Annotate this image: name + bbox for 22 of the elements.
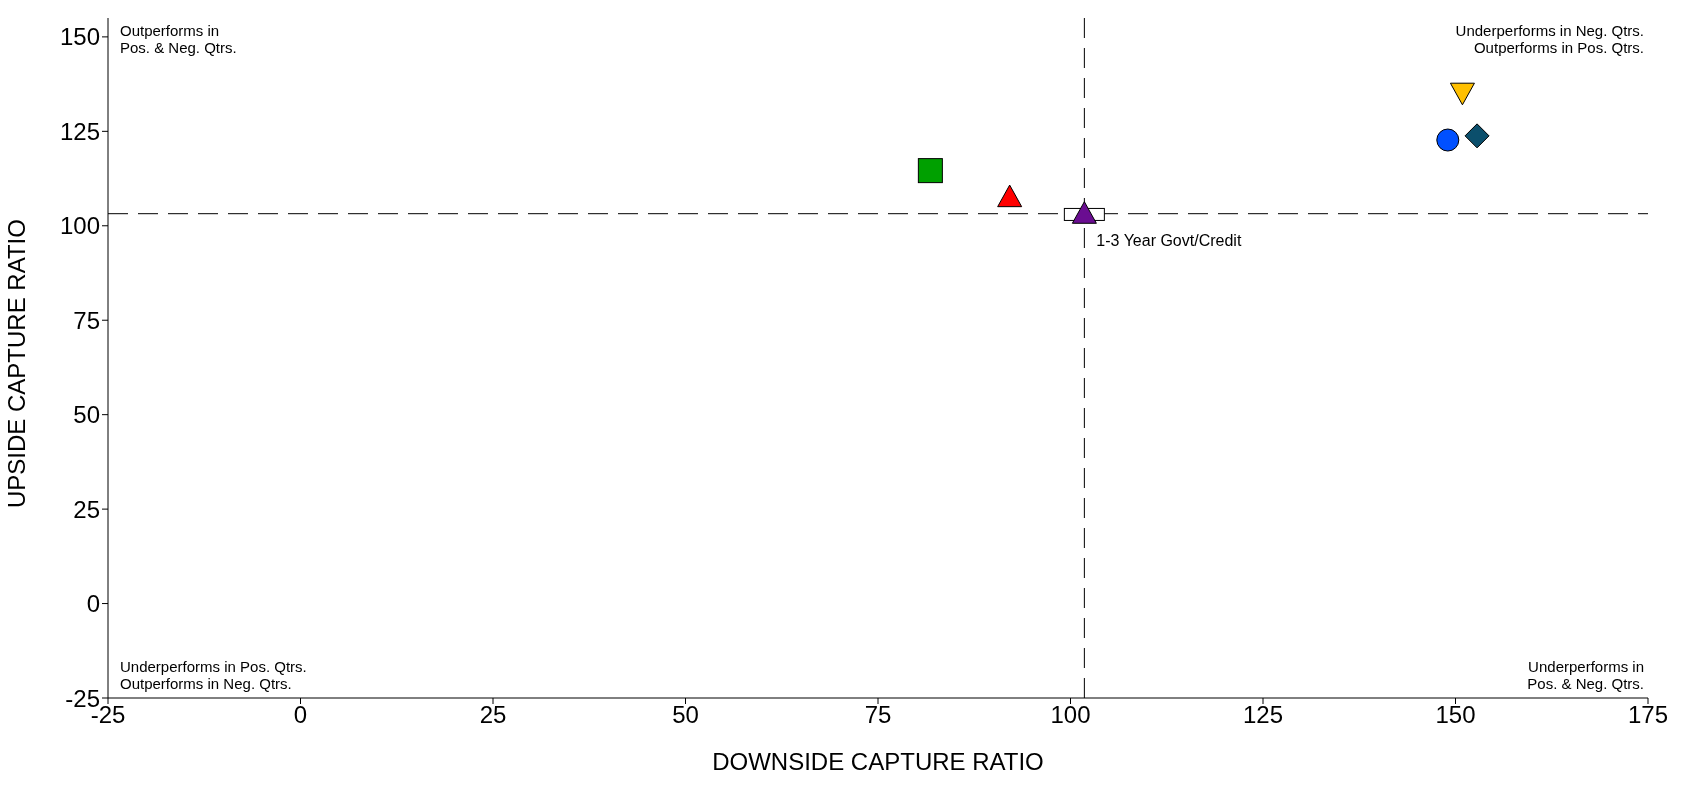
x-tick-label: 50 xyxy=(672,701,699,729)
y-tick-label: 25 xyxy=(73,495,100,523)
y-tick-label: 50 xyxy=(73,401,100,429)
annotation: Underperforms in Pos. & Neg. Qtrs. xyxy=(1527,658,1644,692)
y-axis-title: UPSIDE CAPTURE RATIO xyxy=(2,219,30,508)
y-tick-label: 125 xyxy=(59,117,100,145)
x-tick-label: 175 xyxy=(1627,701,1669,729)
annotation: Underperforms in Pos. Qtrs. Outperforms in Neg. Qtrs. xyxy=(120,658,307,692)
y-tick-label: 100 xyxy=(59,212,100,240)
x-tick-label: 125 xyxy=(1242,701,1284,729)
x-tick-label: 75 xyxy=(864,701,892,729)
y-tick-label: 75 xyxy=(73,306,100,334)
annotation: Outperforms in Pos. & Neg. Qtrs. xyxy=(120,22,237,56)
x-tick-label: 150 xyxy=(1435,701,1476,729)
x-axis-title: DOWNSIDE CAPTURE RATIO xyxy=(712,748,1044,775)
x-tick-label: 0 xyxy=(293,701,308,729)
x-tick-label: 25 xyxy=(479,701,507,729)
annotation: 1-3 Year Govt/Credit xyxy=(1096,232,1242,251)
y-tick-label: 150 xyxy=(59,23,100,51)
y-tick-label: 0 xyxy=(86,590,100,618)
annotation: Underperforms in Neg. Qtrs. Outperforms in Pos. Qtrs. xyxy=(1455,22,1644,56)
x-tick-label: 100 xyxy=(1050,701,1091,729)
